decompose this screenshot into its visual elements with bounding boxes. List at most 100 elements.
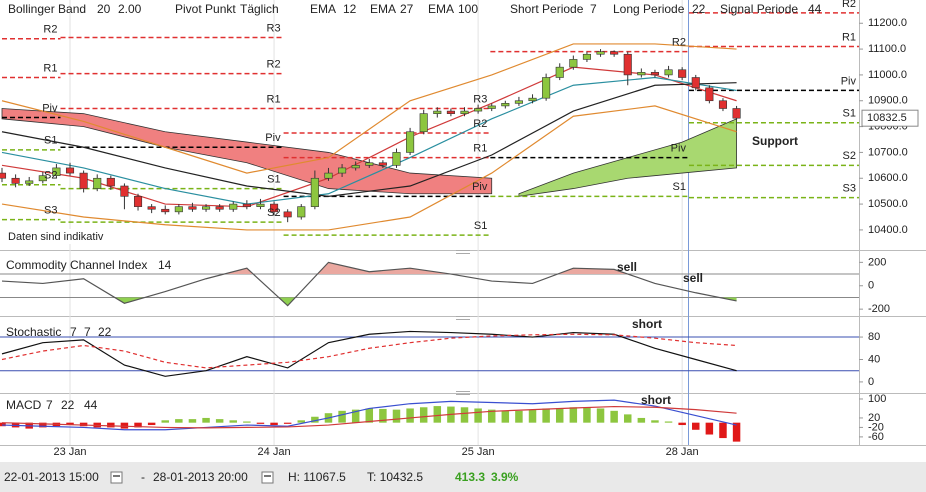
- candle-body: [161, 208, 170, 213]
- histogram-bar: [283, 422, 292, 424]
- pivot-label: Piv: [671, 142, 687, 154]
- x-tick-label: 28 Jan: [666, 446, 699, 458]
- pivot-label: R2: [842, 0, 856, 10]
- pivot-label: R2: [672, 37, 686, 49]
- pivot-label: R2: [43, 24, 57, 36]
- histogram-bar: [147, 422, 156, 426]
- panel-title: Stochastic: [6, 325, 61, 339]
- pivot-label: R1: [842, 31, 856, 43]
- footer-low: T: 10432.5: [367, 470, 423, 484]
- candle-body: [120, 185, 129, 197]
- histogram-bar: [229, 420, 237, 423]
- histogram-bar: [705, 422, 714, 435]
- panel-param: 7: [70, 325, 77, 339]
- last-price: 10832.5: [867, 112, 907, 124]
- series-line: [1, 261, 737, 307]
- histogram-bar: [419, 407, 428, 423]
- histogram-bar: [569, 407, 578, 423]
- legend-param: 12: [343, 2, 357, 16]
- candle-body: [705, 87, 714, 102]
- legend-param: 2.00: [118, 2, 142, 16]
- y-tick-label: 100: [868, 393, 886, 405]
- annotation: Support: [752, 134, 798, 148]
- histogram-bar: [365, 408, 374, 423]
- candle-body: [378, 162, 387, 166]
- annotation: sell: [617, 260, 637, 274]
- legend-param: 44: [808, 2, 822, 16]
- candle-body: [174, 206, 183, 213]
- pivot-label: R1: [473, 142, 487, 154]
- pivot-label: R3: [473, 93, 487, 105]
- candle-body: [25, 180, 34, 184]
- handle: [456, 250, 470, 251]
- pivot-label: R1: [43, 62, 57, 74]
- legend-label: EMA: [428, 2, 454, 16]
- calendar-icon-bar: [264, 475, 271, 477]
- candle-body: [555, 66, 564, 78]
- candle-body: [202, 206, 211, 210]
- calendar-icon[interactable]: [261, 471, 274, 484]
- candle-body: [215, 206, 224, 210]
- panel-param: 7: [84, 325, 91, 339]
- candle-body: [433, 110, 442, 114]
- candle-body: [147, 206, 156, 210]
- histogram-bar: [474, 408, 482, 423]
- series-line: [1, 105, 737, 231]
- histogram-bar: [692, 422, 700, 430]
- candle-body: [610, 51, 619, 55]
- handle: [456, 394, 470, 395]
- candle-body: [664, 69, 673, 76]
- candle-body: [351, 165, 360, 169]
- y-tick-label: 11200.0: [868, 17, 907, 29]
- candle-body: [392, 152, 401, 166]
- pivot-label: Piv: [42, 102, 58, 114]
- histogram-bar: [202, 417, 210, 423]
- histogram-bar: [134, 422, 142, 428]
- panel-param: 22: [61, 398, 75, 412]
- histogram-bar: [66, 422, 74, 426]
- candle-body: [678, 69, 687, 78]
- pivot-label: R3: [267, 22, 281, 34]
- histogram-bar: [596, 408, 605, 423]
- histogram-bar: [610, 410, 618, 423]
- candle-body: [501, 103, 510, 107]
- candle-body: [365, 162, 374, 166]
- candle-body: [487, 105, 496, 109]
- y-tick-label: 40: [868, 353, 880, 365]
- histogram-bar: [256, 422, 265, 424]
- y-tick-label: 10700.0: [868, 146, 908, 158]
- candle-body: [637, 72, 646, 76]
- y-tick-label: 0: [868, 280, 874, 292]
- y-tick-label: 10400.0: [868, 224, 908, 236]
- annotation: short: [641, 393, 671, 407]
- indicator-plot: [1, 330, 737, 377]
- y-tick-label: -60: [868, 431, 884, 443]
- pivot-label: S2: [843, 150, 856, 162]
- histogram-bar: [651, 420, 659, 423]
- candle-body: [474, 108, 483, 112]
- pivot-label: R2: [473, 118, 487, 130]
- histogram-bar: [664, 421, 673, 423]
- series-line: [1, 399, 737, 431]
- pivot-label: R2: [267, 59, 281, 71]
- candle-body: [623, 53, 632, 76]
- histogram-bar: [392, 409, 401, 423]
- candle-body: [79, 172, 88, 189]
- calendar-icon[interactable]: [110, 471, 123, 484]
- candle-body: [718, 100, 728, 109]
- histogram-bar: [542, 408, 550, 423]
- pivot-label: R1: [267, 93, 281, 105]
- footer-from: 22-01-2013 15:00: [4, 470, 99, 484]
- annotation: Daten sind indikativ: [8, 231, 104, 243]
- pivot-label: S1: [44, 135, 57, 147]
- pivot-label: Piv: [841, 75, 857, 87]
- histogram-bar: [188, 419, 197, 423]
- pivot-label: Piv: [472, 181, 488, 193]
- legend-label: Signal Periode: [720, 2, 798, 16]
- histogram-bar: [215, 419, 224, 423]
- pivot-label: S1: [474, 220, 487, 232]
- histogram-bar: [161, 420, 169, 423]
- histogram-bar: [379, 408, 387, 423]
- pivot-label: S2: [267, 207, 280, 219]
